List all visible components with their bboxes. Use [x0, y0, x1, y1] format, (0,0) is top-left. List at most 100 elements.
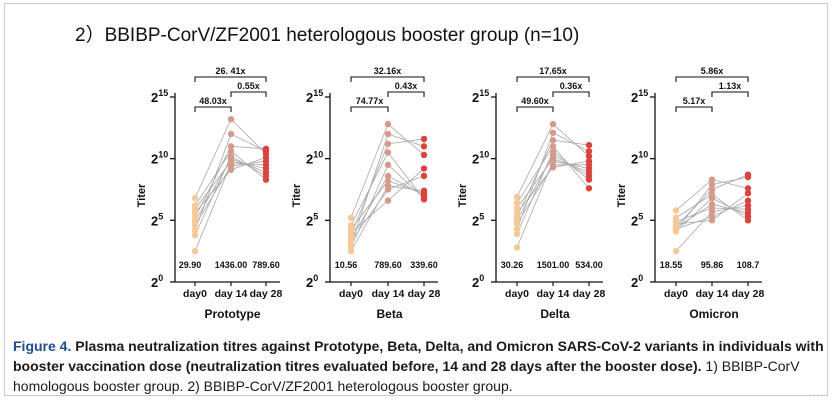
y-tick-label: 25: [631, 211, 643, 228]
data-point-day0: [513, 220, 521, 228]
x-tick-label: day0: [664, 288, 688, 300]
data-point-day28: [262, 176, 270, 183]
data-point-day14: [708, 208, 716, 215]
data-point-day28: [585, 141, 593, 149]
x-tick-label: day0: [505, 288, 529, 300]
chart-title: Beta: [376, 307, 402, 321]
data-point-day0: [347, 247, 355, 255]
data-point-day0: [191, 227, 199, 234]
data-point-day14: [227, 166, 235, 173]
fold-change-label: 17.65x: [539, 66, 567, 76]
y-tick-label: 20: [306, 273, 318, 290]
chart-title: Delta: [540, 307, 570, 321]
data-point-day14: [708, 181, 716, 188]
data-point-day0: [672, 228, 680, 235]
y-tick-label: 20: [472, 273, 484, 290]
y-tick-label: 210: [306, 150, 323, 167]
data-point-day0: [513, 204, 521, 212]
median-label: 18.55: [660, 260, 683, 270]
comparison-bracket: [675, 76, 749, 82]
comparison-bracket: [516, 76, 590, 82]
data-point-day28: [744, 173, 752, 181]
figure-frame: [4, 3, 828, 396]
data-point-day0: [191, 247, 199, 255]
data-point-day28: [585, 153, 593, 160]
x-tick-label: day 14: [215, 288, 248, 300]
comparison-bracket: [350, 106, 389, 112]
data-point-day14: [384, 197, 392, 204]
data-point-day28: [585, 148, 593, 155]
data-point-day0: [347, 214, 355, 222]
data-point-day14: [384, 130, 392, 138]
data-point-day14: [384, 161, 392, 169]
y-tick-label: 20: [631, 273, 643, 290]
y-tick-label: 210: [472, 150, 489, 167]
chart-panel-omicron: 20 25 210 215 Titer day0 day 14 day 28 Omicron 18…: [616, 66, 764, 321]
data-point-day28: [744, 185, 752, 192]
fold-change-label: 49.60x: [521, 96, 549, 106]
fold-change-label: 1.13x: [719, 81, 742, 91]
data-point-day14: [549, 136, 557, 144]
data-point-day14: [227, 148, 235, 155]
data-point-day14: [384, 186, 392, 193]
subject-line: [350, 185, 425, 252]
fold-change-label: 48.03x: [199, 96, 227, 106]
chart-title: Omicron: [689, 307, 738, 321]
comparison-bracket: [194, 106, 232, 112]
data-point-day0: [513, 244, 521, 251]
data-point-day0: [672, 247, 680, 255]
data-point-day28: [420, 143, 428, 150]
chart-panel-beta: 20 25 210 215 Titer day0 day 14 day 28 Beta 10.56…: [291, 66, 440, 321]
data-point-day28: [420, 151, 428, 159]
y-tick-label: 20: [151, 273, 163, 290]
y-tick-label: 215: [306, 88, 323, 105]
caption-normal-text: 1) BBIBP-CorV homologous booster group. …: [13, 358, 800, 394]
fold-change-label: 26. 41x: [215, 66, 245, 76]
median-label: 1436.00: [215, 260, 248, 270]
median-label: 339.60: [410, 260, 438, 270]
median-label: 95.86: [701, 260, 724, 270]
y-tick-label: 25: [151, 211, 163, 228]
data-point-day14: [227, 130, 235, 138]
x-tick-label: day 14: [537, 288, 570, 300]
comparison-bracket: [387, 91, 425, 97]
data-point-day14: [227, 116, 235, 123]
data-point-day14: [384, 120, 392, 128]
median-label: 789.60: [252, 260, 280, 270]
y-tick-label: 210: [151, 150, 168, 167]
x-tick-label: day 28: [573, 288, 606, 300]
caption-bold-text: Plasma neutralization titres against Pro…: [13, 338, 824, 374]
data-point-day14: [708, 217, 716, 224]
y-tick-label: 25: [306, 211, 318, 228]
data-point-day0: [191, 209, 199, 217]
x-tick-label: day 14: [372, 288, 405, 300]
y-axis-label: Titer: [457, 183, 469, 207]
y-axis-label: Titer: [136, 183, 148, 207]
data-point-day14: [227, 143, 235, 150]
data-point-day0: [513, 193, 521, 201]
data-point-day28: [420, 196, 428, 203]
data-point-day28: [420, 165, 428, 172]
fold-change-label: 5.17x: [683, 96, 706, 106]
data-point-day14: [549, 164, 557, 171]
median-label: 10.56: [335, 260, 358, 270]
fold-change-label: 74.77x: [356, 96, 384, 106]
data-point-day28: [420, 172, 428, 180]
data-point-day28: [420, 135, 428, 143]
comparison-bracket: [350, 76, 425, 82]
caption-label: Figure 4.: [13, 338, 72, 354]
comparison-bracket: [675, 106, 713, 112]
data-point-day14: [549, 129, 557, 136]
comparison-bracket: [194, 76, 267, 82]
figure-caption: Figure 4. Plasma neutralization titres a…: [13, 336, 828, 396]
y-axis-label: Titer: [291, 183, 303, 207]
data-point-day14: [384, 172, 392, 180]
data-point-day0: [672, 207, 680, 214]
data-point-day14: [708, 186, 716, 193]
median-label: 789.60: [374, 260, 402, 270]
median-label: 534.00: [575, 260, 603, 270]
x-tick-label: day 28: [732, 288, 765, 300]
x-tick-label: day 14: [696, 288, 729, 300]
data-point-day14: [384, 140, 392, 148]
corner-mark-icon: [809, 394, 825, 396]
